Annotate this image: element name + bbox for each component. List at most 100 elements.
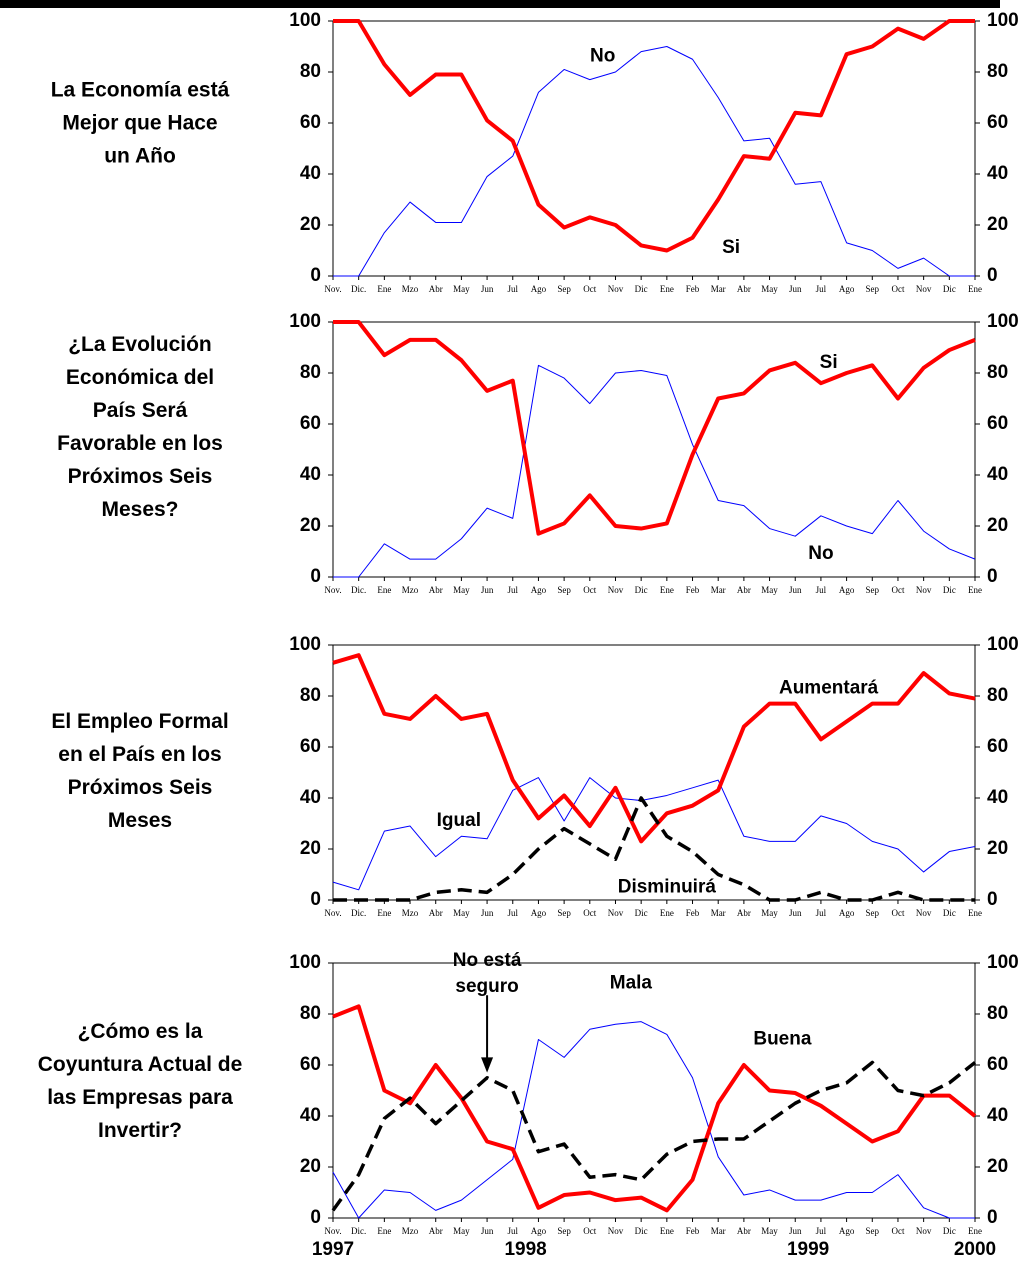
panel-title: Próximos Seis [68, 776, 213, 799]
y-tick-label: 60 [300, 1054, 321, 1075]
y-tick-label: 20 [300, 515, 321, 536]
y-tick-label: 100 [289, 311, 321, 332]
x-tick-label: Dic [635, 1226, 648, 1236]
series-label: Igual [437, 810, 481, 831]
y-tick-label: 80 [300, 61, 321, 82]
x-tick-label: Ago [839, 284, 855, 294]
x-tick-label: Abr [737, 1226, 751, 1236]
panel-title: un Año [104, 145, 176, 168]
x-tick-label: Feb [686, 1226, 700, 1236]
x-tick-label: Jul [508, 908, 519, 918]
x-tick-label: May [453, 1226, 470, 1236]
x-tick-label: Sep [866, 908, 880, 918]
x-tick-label: Nov [916, 284, 932, 294]
year-label: 2000 [954, 1239, 996, 1260]
x-tick-label: Ago [839, 908, 855, 918]
x-tick-label: Jun [789, 284, 802, 294]
y2-tick-label: 60 [987, 112, 1008, 133]
x-tick-label: Sep [557, 585, 571, 595]
x-tick-label: Ene [968, 585, 982, 595]
x-tick-label: Jun [481, 908, 494, 918]
year-label: 1999 [787, 1239, 829, 1260]
x-tick-label: Oct [891, 284, 904, 294]
x-tick-label: Ago [531, 908, 547, 918]
series-line [331, 1060, 977, 1212]
x-tick-label: May [453, 284, 470, 294]
x-tick-label: Abr [737, 908, 751, 918]
y2-tick-label: 40 [987, 787, 1008, 808]
x-tick-label: Nov. [324, 585, 341, 595]
panel-title: Invertir? [98, 1119, 182, 1142]
series-label: No [590, 46, 615, 67]
y-tick-label: 60 [300, 112, 321, 133]
x-tick-label: May [761, 284, 778, 294]
y-tick-label: 60 [300, 413, 321, 434]
y2-tick-label: 40 [987, 163, 1008, 184]
y2-tick-label: 100 [987, 311, 1019, 332]
y-tick-label: 0 [310, 889, 321, 910]
y2-tick-label: 80 [987, 1003, 1008, 1024]
x-tick-label: Dic [943, 1226, 956, 1236]
x-tick-label: May [761, 908, 778, 918]
x-tick-label: May [761, 585, 778, 595]
series-label: Aumentará [779, 677, 879, 698]
series-line [333, 19, 975, 253]
x-tick-label: Sep [866, 284, 880, 294]
x-tick-label: Oct [891, 908, 904, 918]
y-tick-label: 80 [300, 1003, 321, 1024]
x-tick-label: Mar [711, 908, 726, 918]
x-tick-label: Ago [531, 585, 547, 595]
series-line [333, 796, 975, 902]
panel-title: Meses [108, 809, 172, 832]
y2-tick-label: 40 [987, 464, 1008, 485]
x-tick-label: Nov [916, 585, 932, 595]
x-tick-label: Jul [508, 585, 519, 595]
series-line [333, 320, 976, 536]
x-tick-label: Mzo [402, 1226, 419, 1236]
panel-title: Coyuntura Actual de [38, 1053, 243, 1076]
x-tick-label: Ene [968, 908, 982, 918]
y-tick-label: 40 [300, 1105, 321, 1126]
panel-title: La Economía está [51, 79, 230, 102]
series-label: No está seguro [453, 950, 522, 997]
x-tick-label: Ene [377, 1226, 391, 1236]
x-tick-label: Mar [711, 1226, 726, 1236]
y-tick-label: 80 [300, 685, 321, 706]
x-tick-label: Ene [660, 1226, 674, 1236]
x-tick-label: Dic. [351, 1226, 366, 1236]
x-tick-label: Jul [816, 585, 827, 595]
panel-title: ¿La Evolución [68, 333, 212, 356]
y-tick-label: 0 [310, 265, 321, 286]
series-line [333, 46, 975, 277]
x-tick-label: Dic [635, 908, 648, 918]
series-line [333, 364, 976, 578]
x-tick-label: Ene [660, 284, 674, 294]
series-line [332, 653, 976, 844]
y2-tick-label: 0 [987, 889, 998, 910]
y-tick-label: 100 [289, 10, 321, 31]
x-tick-label: Mzo [402, 585, 419, 595]
panel-title: las Empresas para [47, 1086, 233, 1109]
x-tick-label: Abr [429, 908, 443, 918]
y2-tick-label: 100 [987, 952, 1019, 973]
panel-title: Favorable en los [57, 432, 223, 455]
plot-frame [332, 962, 976, 1219]
y-tick-label: 0 [310, 566, 321, 587]
x-tick-label: Oct [583, 284, 596, 294]
x-tick-label: Ene [377, 284, 391, 294]
series-line [332, 777, 976, 891]
x-tick-label: Abr [737, 284, 751, 294]
x-tick-label: Feb [686, 908, 700, 918]
x-tick-label: Nov [608, 284, 624, 294]
x-tick-label: Feb [686, 284, 700, 294]
x-tick-label: Ene [377, 585, 391, 595]
x-tick-label: May [453, 908, 470, 918]
y-tick-label: 40 [300, 163, 321, 184]
series-label: Si [722, 237, 740, 258]
panel-title: Meses? [101, 498, 178, 521]
panel-title: Próximos Seis [68, 465, 213, 488]
x-tick-label: Sep [557, 908, 571, 918]
x-tick-label: Ene [968, 1226, 982, 1236]
